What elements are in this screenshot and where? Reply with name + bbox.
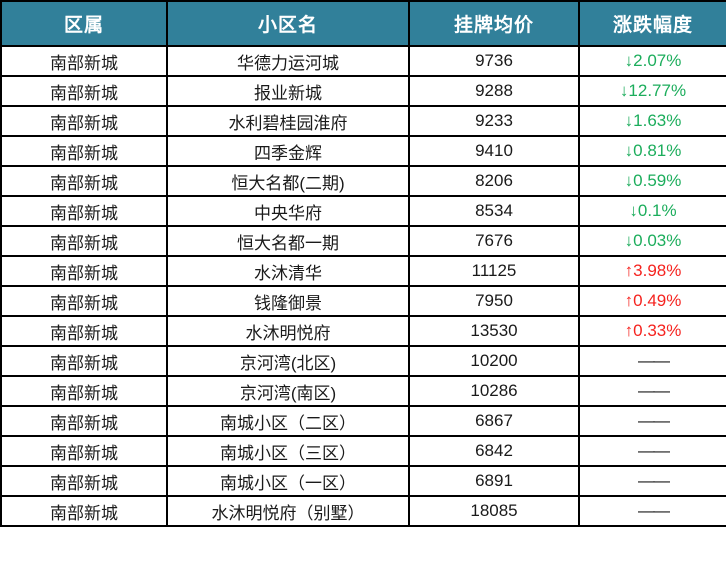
- price-cell: 11125: [408, 255, 580, 287]
- price-cell: 9288: [408, 75, 580, 107]
- table-row: 南部新城 钱隆御景 7950 ↑0.49%: [0, 285, 726, 317]
- community-cell: 京河湾(南区): [166, 375, 410, 407]
- change-cell: ↓12.77%: [578, 75, 726, 107]
- header-row: 区属 小区名 挂牌均价 涨跌幅度: [0, 0, 726, 47]
- change-cell: ——: [578, 465, 726, 497]
- district-cell: 南部新城: [0, 405, 168, 437]
- district-cell: 南部新城: [0, 45, 168, 77]
- change-cell: ——: [578, 345, 726, 377]
- table-row: 南部新城 水利碧桂园淮府 9233 ↓1.63%: [0, 105, 726, 137]
- community-cell: 恒大名都一期: [166, 225, 410, 257]
- price-cell: 9233: [408, 105, 580, 137]
- change-cell: ↓1.63%: [578, 105, 726, 137]
- district-cell: 南部新城: [0, 345, 168, 377]
- change-cell: ↓0.59%: [578, 165, 726, 197]
- district-cell: 南部新城: [0, 195, 168, 227]
- table-row: 南部新城 南城小区（一区） 6891 ——: [0, 465, 726, 497]
- community-cell: 水沐明悦府（别墅）: [166, 495, 410, 527]
- table-row: 南部新城 华德力运河城 9736 ↓2.07%: [0, 45, 726, 77]
- community-cell: 水沐明悦府: [166, 315, 410, 347]
- change-cell: ↓0.03%: [578, 225, 726, 257]
- community-cell: 南城小区（二区）: [166, 405, 410, 437]
- change-cell: ↑0.33%: [578, 315, 726, 347]
- table-row: 南部新城 水沐清华 11125 ↑3.98%: [0, 255, 726, 287]
- price-cell: 8206: [408, 165, 580, 197]
- column-header-community: 小区名: [166, 0, 410, 47]
- change-cell: ↓2.07%: [578, 45, 726, 77]
- community-cell: 四季金辉: [166, 135, 410, 167]
- district-cell: 南部新城: [0, 255, 168, 287]
- column-header-price: 挂牌均价: [408, 0, 580, 47]
- community-cell: 恒大名都(二期): [166, 165, 410, 197]
- table-row: 南部新城 报业新城 9288 ↓12.77%: [0, 75, 726, 107]
- district-cell: 南部新城: [0, 375, 168, 407]
- table-row: 南部新城 恒大名都一期 7676 ↓0.03%: [0, 225, 726, 257]
- price-cell: 7950: [408, 285, 580, 317]
- community-cell: 南城小区（一区）: [166, 465, 410, 497]
- change-cell: ↓0.81%: [578, 135, 726, 167]
- district-cell: 南部新城: [0, 135, 168, 167]
- change-cell: ——: [578, 435, 726, 467]
- price-cell: 7676: [408, 225, 580, 257]
- price-cell: 6867: [408, 405, 580, 437]
- community-cell: 华德力运河城: [166, 45, 410, 77]
- price-cell: 9736: [408, 45, 580, 77]
- community-cell: 钱隆御景: [166, 285, 410, 317]
- district-cell: 南部新城: [0, 285, 168, 317]
- community-cell: 中央华府: [166, 195, 410, 227]
- district-cell: 南部新城: [0, 165, 168, 197]
- price-cell: 8534: [408, 195, 580, 227]
- table-row: 南部新城 京河湾(南区) 10286 ——: [0, 375, 726, 407]
- price-cell: 18085: [408, 495, 580, 527]
- change-cell: ——: [578, 495, 726, 527]
- change-cell: ——: [578, 405, 726, 437]
- price-cell: 10200: [408, 345, 580, 377]
- price-cell: 6842: [408, 435, 580, 467]
- table-row: 南部新城 中央华府 8534 ↓0.1%: [0, 195, 726, 227]
- price-cell: 13530: [408, 315, 580, 347]
- column-header-district: 区属: [0, 0, 168, 47]
- community-cell: 报业新城: [166, 75, 410, 107]
- price-cell: 6891: [408, 465, 580, 497]
- change-cell: ↑0.49%: [578, 285, 726, 317]
- change-cell: ↑3.98%: [578, 255, 726, 287]
- table-body: 南部新城 华德力运河城 9736 ↓2.07% 南部新城 报业新城 9288 ↓12.77% 南…: [0, 45, 726, 527]
- table-row: 南部新城 恒大名都(二期) 8206 ↓0.59%: [0, 165, 726, 197]
- community-cell: 水利碧桂园淮府: [166, 105, 410, 137]
- table-row: 南部新城 四季金辉 9410 ↓0.81%: [0, 135, 726, 167]
- change-cell: ——: [578, 375, 726, 407]
- listing-price-table: 区属 小区名 挂牌均价 涨跌幅度 南部新城 华德力运河城 9736 ↓2.07% 南部新…: [0, 0, 726, 527]
- community-cell: 京河湾(北区): [166, 345, 410, 377]
- table-row: 南部新城 京河湾(北区) 10200 ——: [0, 345, 726, 377]
- community-cell: 南城小区（三区）: [166, 435, 410, 467]
- change-cell: ↓0.1%: [578, 195, 726, 227]
- district-cell: 南部新城: [0, 75, 168, 107]
- district-cell: 南部新城: [0, 105, 168, 137]
- district-cell: 南部新城: [0, 435, 168, 467]
- table-row: 南部新城 水沐明悦府 13530 ↑0.33%: [0, 315, 726, 347]
- table-header: 区属 小区名 挂牌均价 涨跌幅度: [0, 0, 726, 47]
- table-row: 南部新城 南城小区（二区） 6867 ——: [0, 405, 726, 437]
- price-cell: 9410: [408, 135, 580, 167]
- table-row: 南部新城 水沐明悦府（别墅） 18085 ——: [0, 495, 726, 527]
- community-cell: 水沐清华: [166, 255, 410, 287]
- price-cell: 10286: [408, 375, 580, 407]
- table-row: 南部新城 南城小区（三区） 6842 ——: [0, 435, 726, 467]
- district-cell: 南部新城: [0, 225, 168, 257]
- district-cell: 南部新城: [0, 495, 168, 527]
- column-header-change: 涨跌幅度: [578, 0, 726, 47]
- district-cell: 南部新城: [0, 465, 168, 497]
- district-cell: 南部新城: [0, 315, 168, 347]
